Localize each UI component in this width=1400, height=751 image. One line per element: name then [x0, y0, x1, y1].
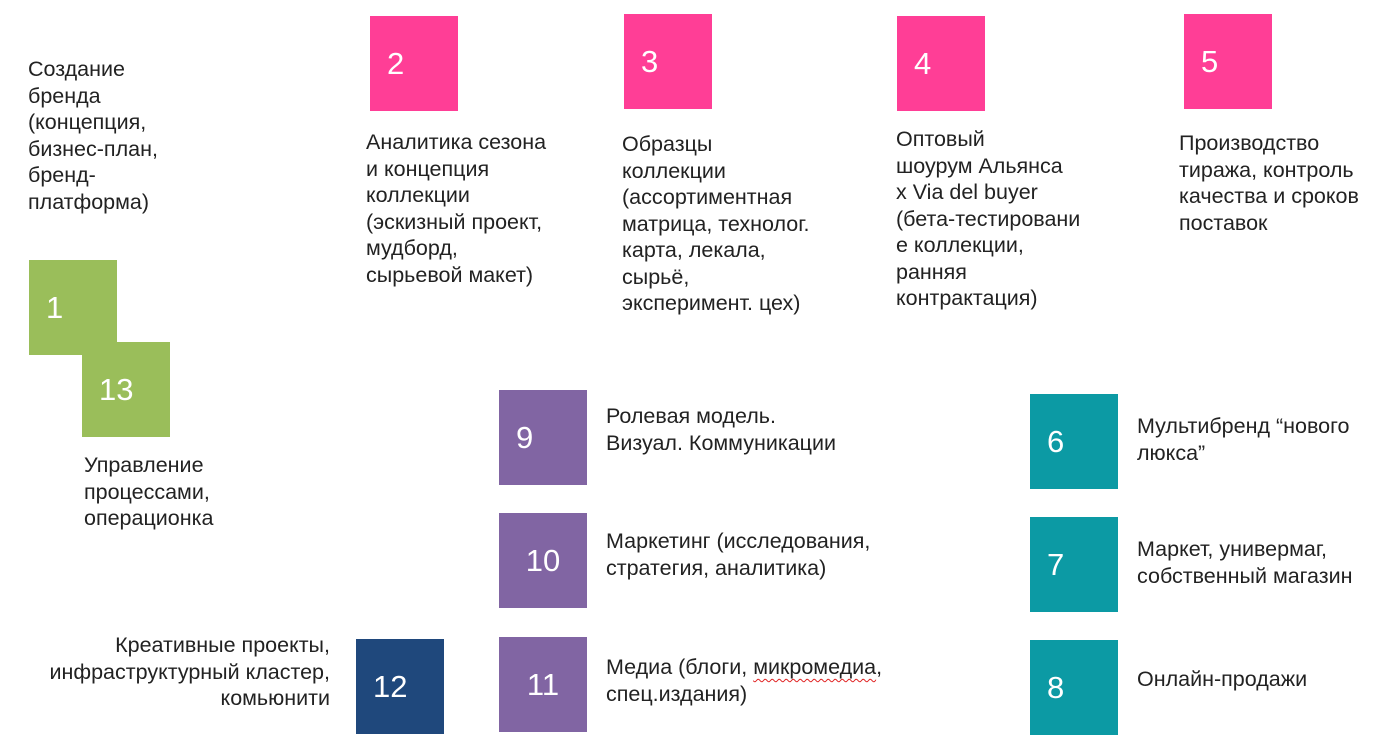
- step-11-text-start: Медиа (блоги,: [606, 655, 754, 679]
- step-4-text: Оптовый шоурум Альянса x Via del buyer (…: [896, 127, 1081, 310]
- step-5-box: 5: [1184, 14, 1272, 109]
- step-10-text: Маркетинг (исследования, стратегия, анал…: [606, 529, 871, 580]
- step-1-box: 1: [29, 260, 117, 355]
- step-12-box: 12: [356, 639, 444, 734]
- step-5-number: 5: [1201, 43, 1219, 79]
- step-1-text: Создание бренда (концепция, бизнес-план,…: [28, 57, 158, 214]
- step-3-box: 3: [624, 14, 712, 109]
- step-11-text-end: , спец.издания): [606, 655, 883, 706]
- spellcheck-flagged-word: микромедиа: [753, 655, 877, 679]
- step-3-text: Образцы коллекции (ассортиментная матриц…: [622, 132, 810, 315]
- step-1-number: 1: [46, 289, 64, 325]
- step-11-box: 11: [499, 637, 587, 732]
- step-13-number: 13: [99, 371, 134, 407]
- step-13-box: 13: [82, 342, 170, 437]
- step-3-number: 3: [641, 43, 659, 79]
- step-2-number: 2: [387, 45, 405, 81]
- step-12-number: 12: [373, 668, 408, 704]
- step-8-text: Онлайн-продажи: [1137, 667, 1308, 691]
- step-7-number: 7: [1047, 546, 1065, 582]
- step-8-box: 8: [1030, 640, 1118, 735]
- step-6-text: Мультибренд “нового люкса”: [1137, 414, 1350, 465]
- step-4-box: 4: [897, 16, 985, 111]
- step-9-number: 9: [516, 419, 534, 455]
- step-6-box: 6: [1030, 394, 1118, 489]
- step-9-box: 9: [499, 390, 587, 485]
- step-11-text: Медиа (блоги, микромедиа, спец.издания): [606, 654, 882, 707]
- step-12-text: Креативные проекты, инфраструктурный кла…: [49, 633, 330, 710]
- step-10-box: 10: [499, 513, 587, 608]
- step-13-text: Управление процессами, операционка: [84, 453, 214, 530]
- step-11-number: 11: [526, 666, 560, 702]
- step-9-text: Ролевая модель. Визуал. Коммуникации: [606, 404, 837, 455]
- step-2-text: Аналитика сезона и концепция коллекции (…: [366, 130, 547, 287]
- step-7-text: Маркет, универмаг, собственный магазин: [1137, 537, 1353, 588]
- step-5-text: Производство тиража, контроль качества и…: [1179, 131, 1359, 235]
- step-6-number: 6: [1047, 423, 1065, 459]
- step-8-number: 8: [1047, 669, 1065, 705]
- step-4-number: 4: [914, 45, 932, 81]
- step-2-box: 2: [370, 16, 458, 111]
- step-10-number: 10: [525, 542, 561, 578]
- step-7-box: 7: [1030, 517, 1118, 612]
